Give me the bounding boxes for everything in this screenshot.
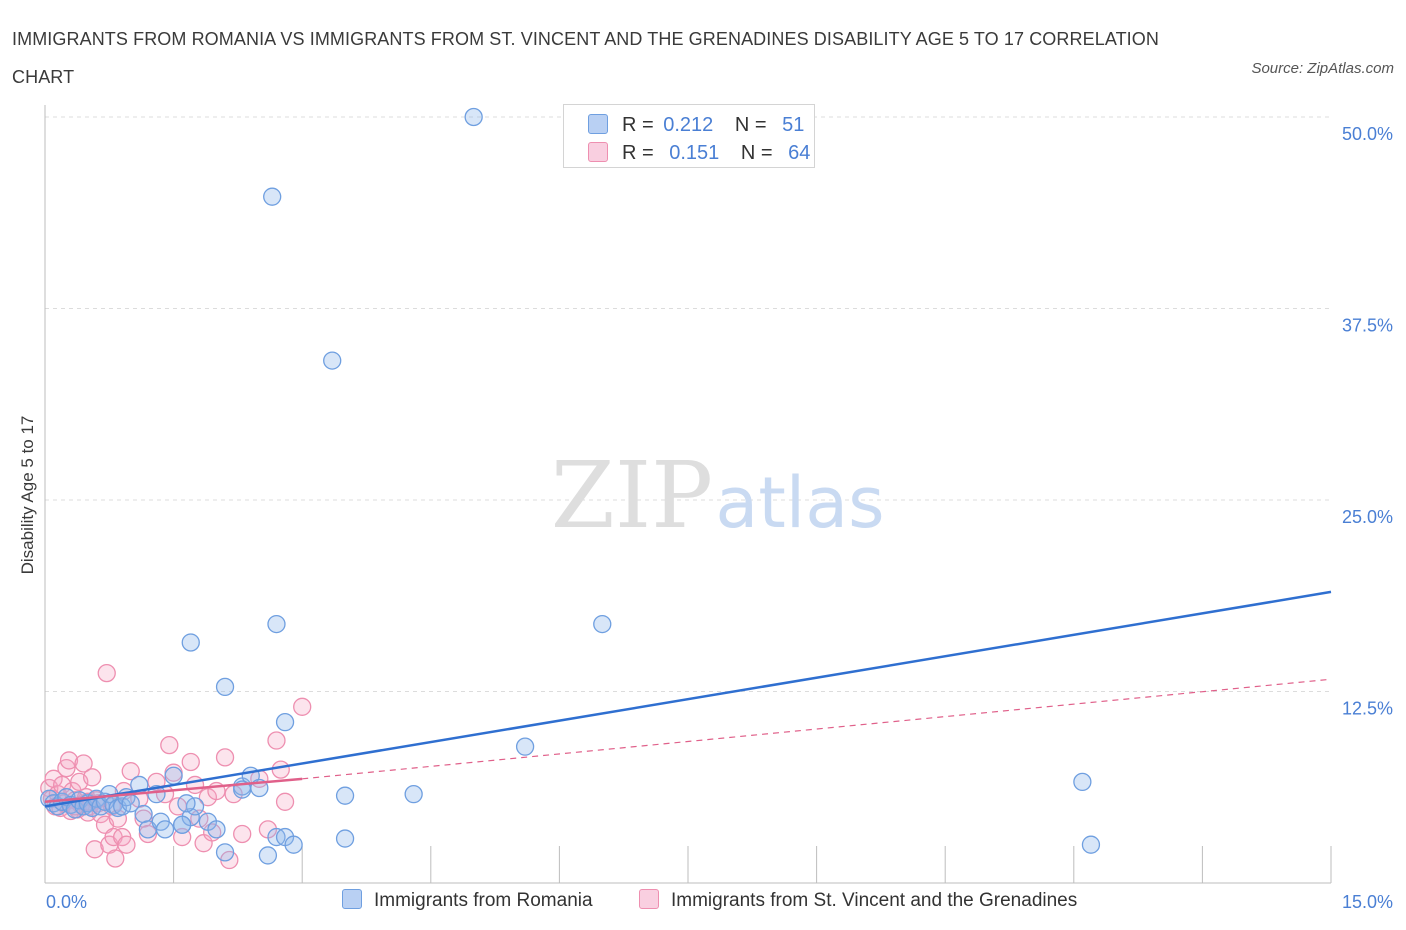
pink-point — [59, 751, 79, 770]
x-tick-label: 0.0% — [46, 892, 87, 912]
pink-trend-line-dashed — [302, 678, 1332, 780]
pink-point — [117, 835, 136, 854]
pink-trend-line-solid — [44, 777, 303, 804]
pink-point — [160, 735, 179, 755]
blue-point — [515, 737, 535, 756]
blue-point — [267, 614, 286, 634]
blue-trend-line — [44, 590, 1332, 808]
blue-point — [1073, 772, 1092, 792]
trend-lines — [44, 590, 1332, 808]
blue-point — [404, 784, 423, 804]
y-tick-label: 25.0% — [1342, 507, 1393, 527]
series-swatch-blue — [342, 889, 362, 909]
pink-point — [271, 760, 290, 779]
pink-point — [181, 752, 200, 772]
y-tick-label: 37.5% — [1342, 316, 1393, 336]
blue-point — [258, 846, 278, 865]
pink-point — [74, 754, 93, 773]
blue-point — [207, 820, 226, 839]
pink-point — [267, 731, 286, 750]
legend-row-stvincent: R = 0.151 N = 64 — [588, 141, 810, 165]
legend-r-value: 0.212 — [663, 114, 714, 136]
tick-labels: 12.5% 25.0% 37.5% 50.0% 0.0% 15.0% — [46, 124, 1393, 912]
series-label-romania: Immigrants from Romania — [374, 890, 593, 911]
pink-point — [233, 824, 252, 844]
pink-point — [275, 792, 295, 811]
legend-r-label: R = — [622, 114, 654, 136]
series-legend-stvincent: Immigrants from St. Vincent and the Gren… — [639, 889, 1077, 912]
pink-point — [83, 768, 102, 787]
blue-point — [181, 633, 200, 652]
legend-r-value: 0.151 — [669, 142, 720, 164]
blue-point — [323, 351, 342, 370]
blue-point — [215, 843, 235, 862]
pink-point — [97, 663, 116, 683]
blue-point — [173, 815, 192, 834]
source-label: Source: ZipAtlas.com — [1251, 60, 1394, 77]
stats-legend: R = 0.212 N = 51 R = 0.151 N = 64 — [563, 104, 815, 168]
pink-point — [293, 697, 312, 716]
blue-point — [164, 766, 183, 785]
blue-point — [147, 784, 166, 804]
watermark-zip: ZIP — [551, 442, 713, 549]
gridlines — [45, 116, 1331, 692]
blue-point — [275, 712, 295, 732]
y-tick-label: 50.0% — [1342, 124, 1393, 144]
blue-point — [335, 829, 355, 848]
legend-swatch-blue — [588, 114, 608, 134]
blue-point — [177, 794, 196, 813]
legend-r-label: R = — [622, 142, 654, 164]
chart-title: IMMIGRANTS FROM ROMANIA VS IMMIGRANTS FR… — [12, 29, 1159, 87]
series-swatch-pink — [639, 889, 659, 909]
blue-point — [284, 835, 303, 854]
blue-point — [1081, 835, 1101, 854]
legend-n-value: 64 — [788, 142, 811, 164]
legend-n-label: N = — [734, 114, 767, 136]
blue-series-points — [40, 107, 1101, 865]
x-tick-label: 15.0% — [1342, 892, 1393, 912]
legend-n-label: N = — [740, 142, 773, 164]
pink-point — [215, 748, 235, 767]
pink-point — [185, 775, 205, 795]
watermark-atlas: atlas — [715, 462, 884, 544]
legend-swatch-pink — [588, 142, 608, 162]
blue-point — [155, 820, 175, 839]
pink-point — [121, 762, 140, 781]
series-label-stvincent: Immigrants from St. Vincent and the Gren… — [671, 890, 1078, 911]
y-tick-label: 12.5% — [1342, 699, 1393, 719]
axes — [44, 105, 1332, 884]
series-legend-romania: Immigrants from Romania — [342, 889, 593, 912]
blue-point — [134, 804, 153, 824]
pink-point — [106, 849, 125, 868]
blue-point — [464, 107, 483, 127]
blue-point — [593, 614, 612, 634]
blue-point — [263, 187, 282, 206]
legend-row-romania: R = 0.212 N = 51 — [588, 113, 804, 137]
blue-point — [215, 677, 235, 697]
pink-point — [85, 840, 104, 859]
watermark: ZIP atlas — [551, 442, 885, 549]
legend-n-value: 51 — [782, 114, 805, 136]
pink-point — [138, 824, 158, 844]
blue-point — [335, 786, 355, 805]
